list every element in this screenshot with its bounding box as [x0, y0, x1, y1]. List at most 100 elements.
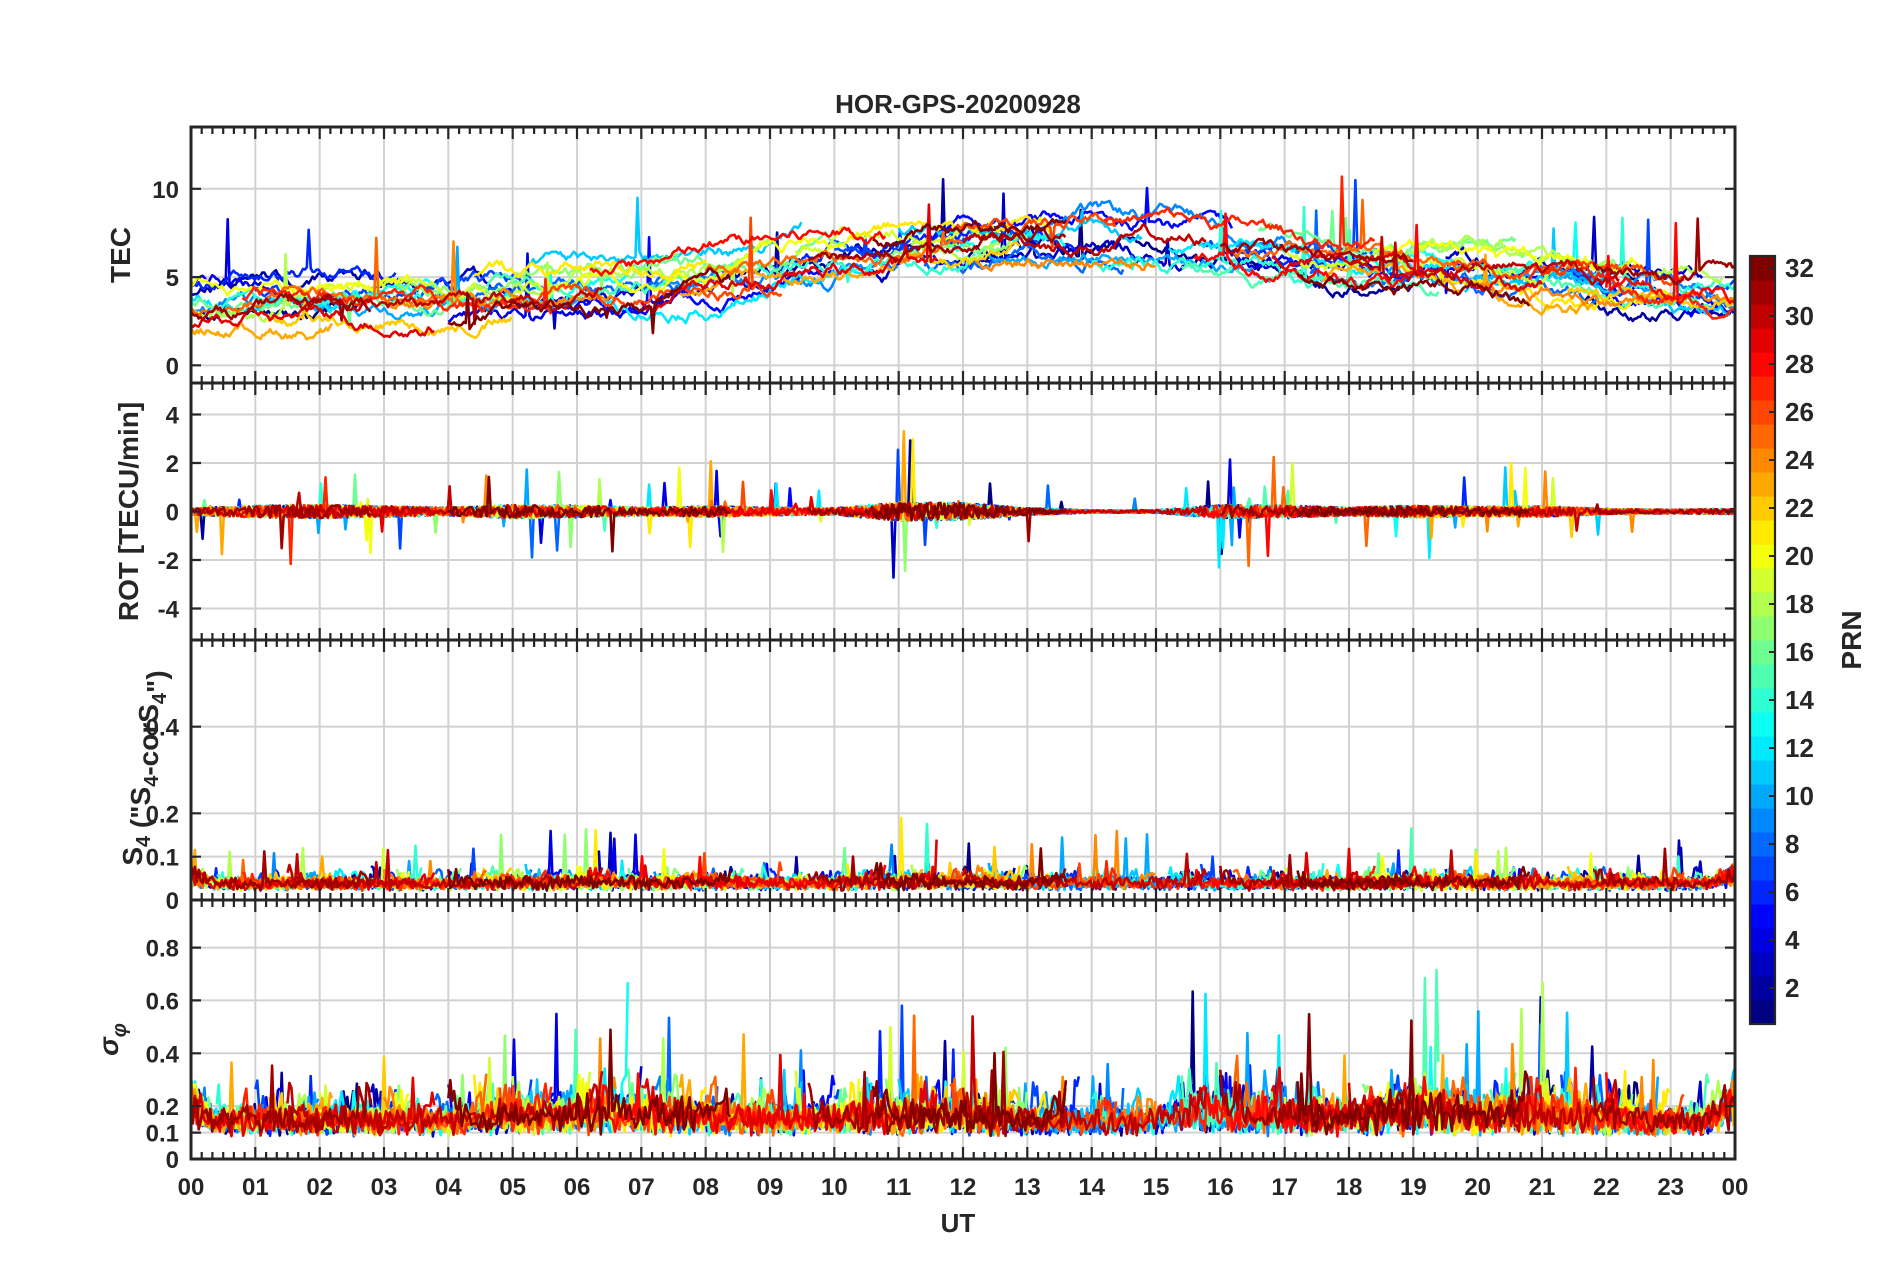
y-tick-label: 0	[166, 500, 179, 527]
y-axis-label-s4: S4 ("S4-corS4")	[117, 670, 172, 865]
colorbar-tick-label: 18	[1785, 589, 1814, 619]
series-prn-31-sigma-pass-2	[807, 1050, 1067, 1138]
y-tick-label: -4	[158, 596, 180, 623]
series-prn-14-tec-pass-3	[1090, 205, 1325, 289]
series-prn-22-tec-pass-3	[1566, 285, 1735, 311]
series-prn-31-sigma-pass-3	[1219, 1069, 1415, 1132]
series-prn-30-rot-pass-1	[286, 484, 604, 520]
panel-sigma-frame	[189, 898, 1737, 1161]
colorbar-label: PRN	[1836, 610, 1867, 669]
y-tick-label: 2	[166, 451, 179, 478]
series-prn-32-tec-pass-2	[872, 218, 1067, 249]
colorbar-tick-label: 20	[1785, 541, 1814, 571]
colorbar-tick-label: 8	[1785, 829, 1799, 859]
colorbar-tick-label: 28	[1785, 349, 1814, 379]
series-prn-17-tec-pass-1	[395, 252, 680, 302]
x-axis: 00 01 02 03 04 05 06 07 08 09 10 11 12 13 14 15 16 17 18 19…	[178, 1174, 1749, 1201]
x-tick-label: 12	[950, 1174, 977, 1201]
colorbar-swatch-13	[1750, 712, 1775, 737]
x-tick-label: 16	[1207, 1174, 1234, 1201]
series-prn-29-rot-pass-1	[191, 504, 435, 533]
x-tick-label: 11	[886, 1174, 911, 1201]
colorbar-frame	[1748, 254, 1777, 1026]
x-tick-label: 07	[628, 1174, 655, 1201]
x-tick-label: 23	[1657, 1174, 1684, 1201]
x-tick-label: 05	[499, 1174, 526, 1201]
panel-sigma-series	[191, 968, 1735, 1138]
colorbar-tick-label: 2	[1785, 973, 1799, 1003]
series-prn-31-sigma-pass-4	[1592, 1076, 1735, 1133]
series-prn-32-s4-pass-3	[1296, 865, 1531, 892]
x-tick-label: 06	[564, 1174, 591, 1201]
colorbar-tick-label: 26	[1785, 397, 1814, 427]
series-prn-31-sigma-pass-1	[191, 1064, 372, 1134]
colorbar-swatch-3	[1750, 952, 1775, 977]
x-tick-label: 20	[1464, 1174, 1491, 1201]
x-tick-label: 03	[371, 1174, 398, 1201]
colorbar-swatch-9	[1750, 808, 1775, 833]
panel-s4: 0 0.1 0.2 0.4S4 ("S4-corS4")	[117, 638, 1737, 915]
colorbar-tick-label: 14	[1785, 685, 1814, 715]
series-prn-31-rot-pass-4	[1592, 503, 1735, 516]
x-tick-label: 01	[242, 1174, 269, 1201]
series-prn-12-tec-pass-2	[601, 265, 874, 325]
x-tick-label: 00	[178, 1174, 205, 1201]
x-tick-label: 09	[757, 1174, 784, 1201]
x-tick-label: 00	[1722, 1174, 1749, 1201]
series-prn-18-tec-pass-4	[1412, 234, 1724, 284]
panel-sigma: 00.10.2 0.4 0.6 0.8 σφ	[93, 898, 1737, 1174]
colorbar-tick-label: 32	[1785, 253, 1814, 283]
series-prn-29-tec-pass-3	[1271, 251, 1544, 293]
series-prn-23-tec-pass-3	[1322, 253, 1595, 316]
colorbar-tick-label: 10	[1785, 781, 1814, 811]
series-prn-28-tec-pass-2	[1193, 212, 1427, 292]
series-prn-23-tec-pass-1	[191, 321, 334, 341]
y-tick-label: 0.4	[146, 715, 180, 742]
x-tick-label: 04	[435, 1174, 462, 1201]
series-prn-29-tec-pass-2	[640, 203, 938, 313]
x-tick-label: 19	[1400, 1174, 1427, 1201]
y-tick-label: 0.1	[146, 845, 179, 872]
series-prn-29-s4-pass-3	[1270, 847, 1544, 891]
series-prn-7-tec-pass-4	[1560, 218, 1735, 304]
colorbar-swatch-23	[1750, 472, 1775, 497]
colorbar-swatch-15	[1750, 664, 1775, 689]
x-axis-label: UT	[941, 1208, 976, 1238]
y-tick-label: 0	[166, 888, 179, 915]
panel-tec: 0 5 10 TEC	[105, 125, 1737, 385]
series-prn-18-tec-pass-1	[191, 252, 308, 324]
y-axis-label-sigma: σφ	[93, 1023, 131, 1056]
series-prn-32-tec-pass-1	[447, 267, 731, 335]
colorbar-swatch-7	[1750, 856, 1775, 881]
y-tick-label: 0.4	[146, 1041, 180, 1068]
series-prn-22-tec-pass-1	[267, 301, 513, 340]
series-prn-14-tec-pass-2	[756, 252, 977, 284]
y-tick-label: 0	[166, 353, 179, 380]
series-prn-32-rot-pass-1	[447, 475, 731, 553]
series-prn-27-tec-pass-2	[1103, 175, 1376, 252]
series-prn-19-tec-pass-2	[794, 223, 990, 256]
series-prn-32-sigma-pass-3	[1296, 1012, 1531, 1137]
y-tick-label: 5	[166, 265, 179, 292]
y-tick-label: 0.2	[146, 801, 179, 828]
series-prn-22-tec-pass-2	[929, 240, 1021, 269]
series-prn-30-tec-pass-3	[1348, 235, 1620, 286]
series-prn-31-tec-pass-2	[807, 227, 1067, 264]
series-prn-26-tec-pass-3	[1451, 258, 1685, 287]
y-tick-label: 0.1	[146, 1121, 179, 1148]
colorbar-swatch-27	[1750, 376, 1775, 401]
y-tick-label: 10	[152, 177, 179, 204]
series-prn-32-sigma-pass-1	[447, 1028, 732, 1136]
series-prn-31-tec-pass-1	[191, 292, 372, 322]
series-prn-32-tec-pass-3	[1296, 272, 1531, 307]
series-prn-30-sigma-pass-2	[961, 1015, 1208, 1137]
panel-rot: -4 -2 0 2 4 ROT [TECU/min]	[113, 381, 1737, 642]
series-prn-31-s4-pass-4	[1593, 847, 1735, 892]
colorbar-tick-label: 6	[1785, 877, 1799, 907]
y-tick-label: 0.6	[146, 988, 179, 1015]
panel-tec-series	[191, 175, 1735, 341]
series-prn-32-s4-pass-1	[447, 867, 732, 891]
series-prn-32-rot-pass-3	[1297, 504, 1530, 518]
